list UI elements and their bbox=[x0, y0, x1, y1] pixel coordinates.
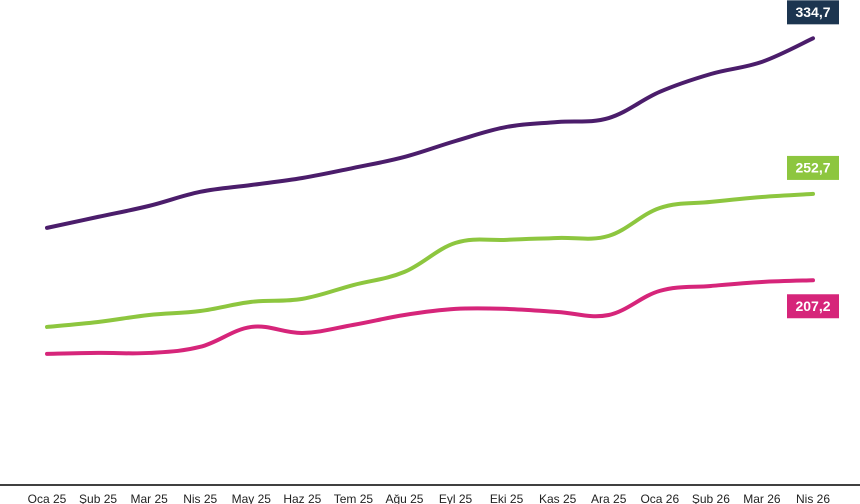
value-label: 334,7 bbox=[795, 4, 830, 20]
x-tick-label: Nis 25 bbox=[183, 492, 217, 504]
x-tick-label: Haz 25 bbox=[283, 492, 321, 504]
x-tick-label: Ara 25 bbox=[591, 492, 627, 504]
x-tick-label: Eki 25 bbox=[490, 492, 524, 504]
x-tick-label: May 25 bbox=[232, 492, 272, 504]
x-tick-label: Nis 26 bbox=[796, 492, 830, 504]
x-tick-label: Mar 26 bbox=[743, 492, 781, 504]
series-line bbox=[45, 191, 815, 329]
x-tick-label: Oca 25 bbox=[28, 492, 67, 504]
value-label-box bbox=[787, 0, 839, 25]
value-label-box bbox=[787, 155, 839, 180]
value-label: 207,2 bbox=[795, 298, 830, 314]
value-label: 252,7 bbox=[795, 160, 830, 176]
series-line bbox=[45, 278, 815, 356]
x-tick-label: Mar 25 bbox=[130, 492, 168, 504]
x-tick-label: Şub 26 bbox=[692, 492, 730, 504]
value-label-box bbox=[787, 294, 839, 319]
x-tick-label: Kas 25 bbox=[539, 492, 577, 504]
x-tick-label: Oca 26 bbox=[640, 492, 679, 504]
x-tick-label: Eyl 25 bbox=[439, 492, 473, 504]
x-tick-label: Ağu 25 bbox=[385, 492, 423, 504]
x-tick-label: Şub 25 bbox=[79, 492, 117, 504]
x-tick-label: Tem 25 bbox=[334, 492, 374, 504]
series-line bbox=[45, 36, 815, 230]
